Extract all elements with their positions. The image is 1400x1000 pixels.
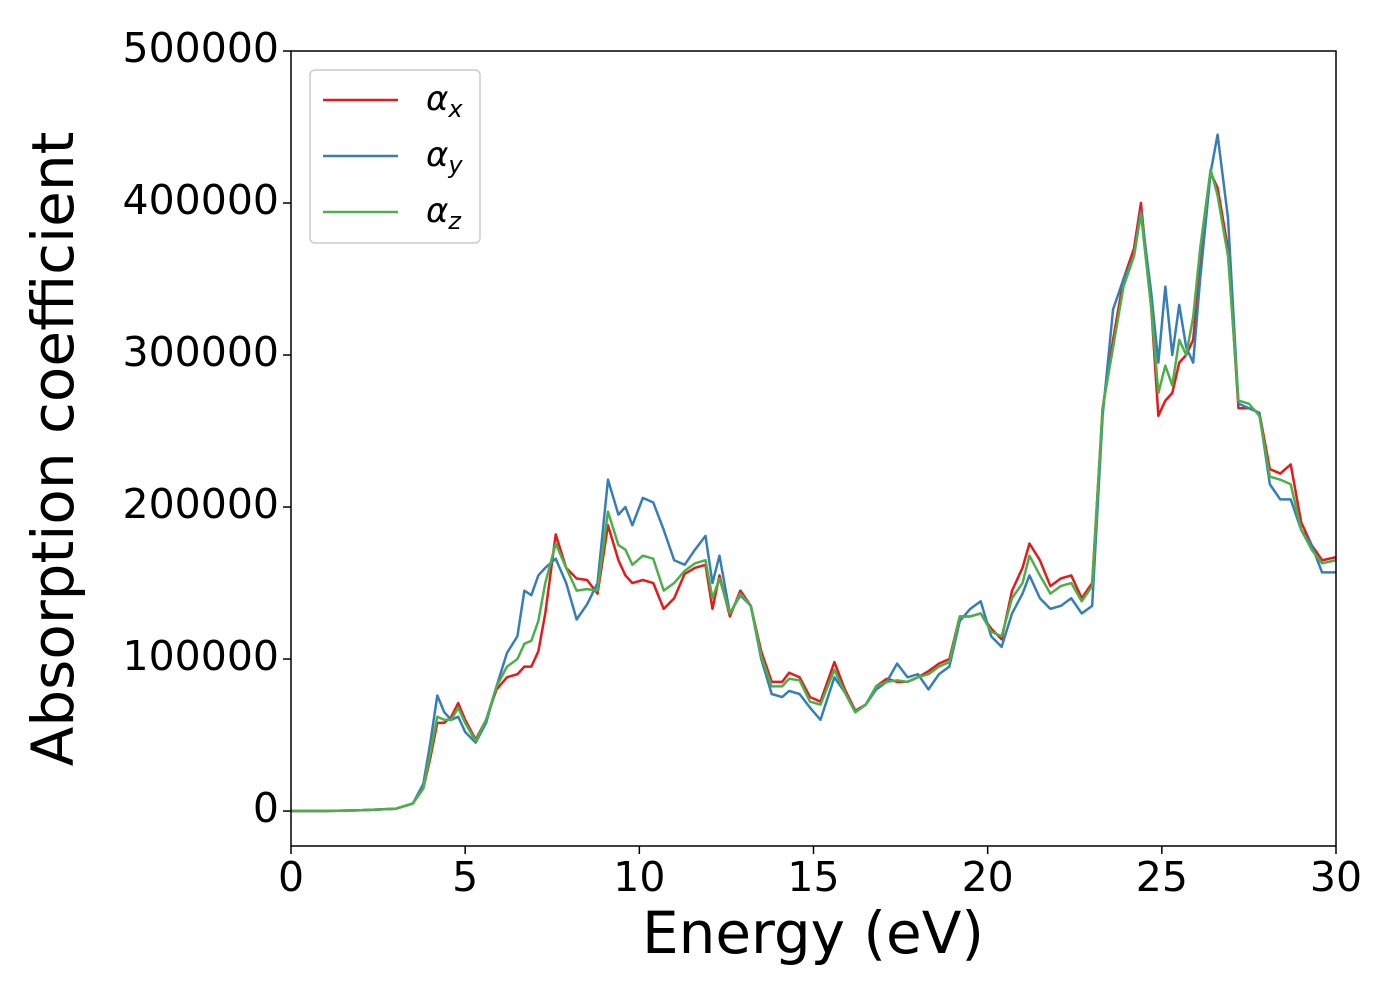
- x-tick-label: 30: [1310, 853, 1362, 901]
- y-tick-label: 500000: [122, 24, 279, 72]
- x-tick-label: 0: [278, 853, 304, 901]
- y-tick-label: 100000: [122, 632, 279, 680]
- legend-label: αy: [426, 135, 463, 180]
- x-tick-label: 20: [962, 853, 1014, 901]
- x-axis-label: Energy (eV): [642, 899, 984, 967]
- x-tick-label: 25: [1136, 853, 1188, 901]
- x-tick-label: 5: [452, 853, 478, 901]
- series-line: [291, 171, 1337, 813]
- x-tick-label: 10: [613, 853, 665, 901]
- legend-label: αx: [426, 79, 463, 124]
- y-tick-label: 0: [253, 784, 279, 832]
- y-tick-label: 200000: [122, 480, 279, 528]
- legend-label: αz: [426, 191, 462, 236]
- x-tick-label: 15: [787, 853, 839, 901]
- series-line: [291, 168, 1337, 813]
- plot-frame: [290, 50, 1337, 847]
- y-tick-label: 300000: [122, 328, 279, 376]
- y-tick-label: 400000: [122, 176, 279, 224]
- y-axis-label: Absorption coefficient: [19, 132, 87, 767]
